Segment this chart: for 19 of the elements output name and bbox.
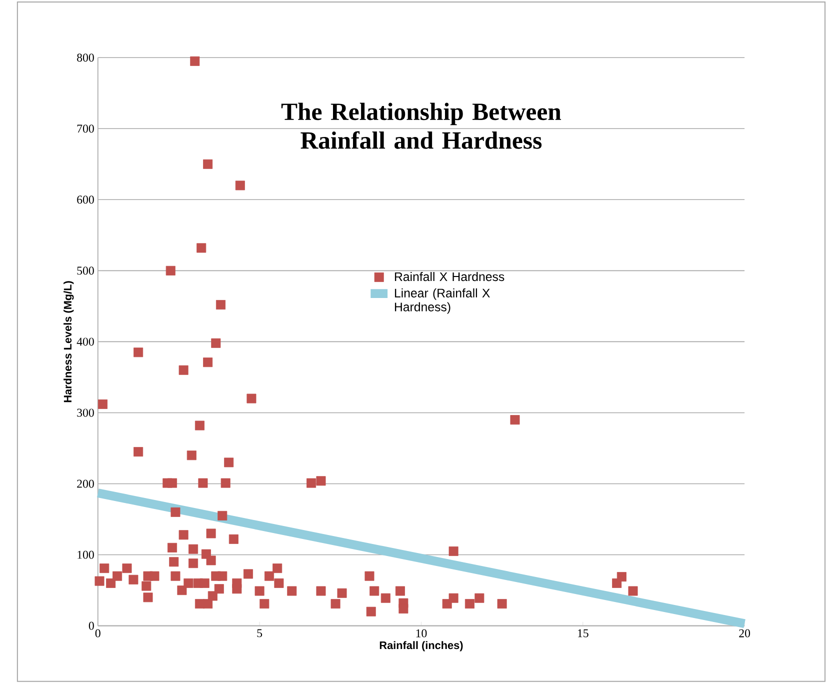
x-tick-label: 15 xyxy=(578,629,588,638)
x-tick-label: 10 xyxy=(416,629,427,638)
x-tick-label: 20 xyxy=(739,629,750,638)
y-axis-title: Hardness Levels (Mg/L) xyxy=(64,280,74,402)
y-tick-label: 800 xyxy=(77,53,94,62)
y-tick-label: 500 xyxy=(77,266,94,274)
legend-label: Linear (Rainfall X Hardness) xyxy=(394,288,490,314)
legend-label: Rainfall X Hardness xyxy=(394,272,504,281)
text: The Relationship Between Rainfall and Hardness xyxy=(281,102,562,149)
y-tick-label: 700 xyxy=(77,124,94,132)
x-tick-label: 0 xyxy=(95,629,100,638)
y-tick-label: 100 xyxy=(78,550,94,559)
x-axis-title: Rainfall (inches) xyxy=(380,640,463,652)
x-tick-label: 5 xyxy=(257,629,262,637)
y-tick-label: 300 xyxy=(77,408,94,417)
y-tick-label: 400 xyxy=(76,337,94,346)
y-tick-label: 0 xyxy=(88,622,94,630)
y-tick-label: 200 xyxy=(77,480,94,488)
y-tick-label: 600 xyxy=(77,195,94,204)
